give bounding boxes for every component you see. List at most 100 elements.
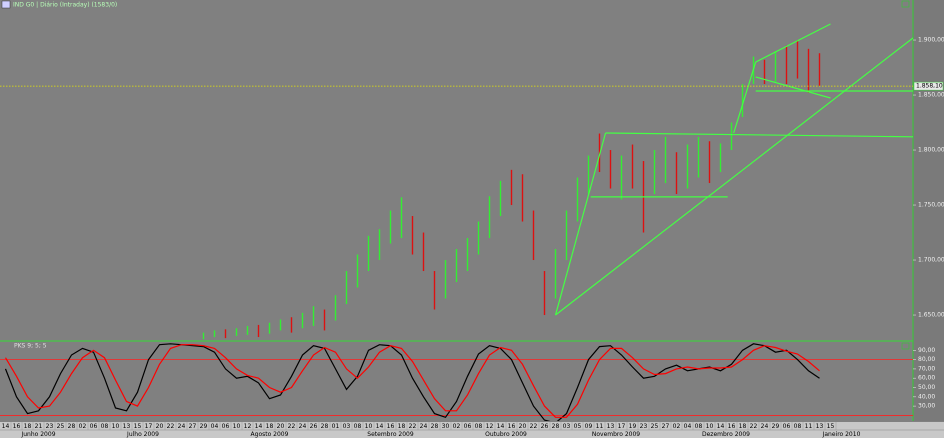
month-label: Agosto 2009 — [251, 431, 289, 438]
x-tick-label: 11 — [596, 423, 604, 430]
month-label: Novembro 2009 — [592, 431, 640, 438]
indicator-panel — [0, 343, 913, 421]
x-tick-label: 25 — [651, 423, 659, 430]
x-tick-label: 01 — [332, 423, 340, 430]
y-tick-label: 80,00 — [918, 356, 935, 363]
x-tick-label: 19 — [629, 423, 637, 430]
x-tick-label: 08 — [475, 423, 483, 430]
month-label: Janeiro 2010 — [822, 431, 861, 438]
window-icon[interactable] — [1, 0, 11, 9]
x-tick-label: 26 — [541, 423, 549, 430]
x-tick-label: 16 — [13, 423, 21, 430]
x-tick-label: 17 — [618, 423, 626, 430]
x-tick-label: 06 — [90, 423, 98, 430]
x-tick-label: 22 — [288, 423, 296, 430]
x-tick-label: 26 — [310, 423, 318, 430]
x-tick-label: 27 — [662, 423, 670, 430]
x-tick-label: 10 — [706, 423, 714, 430]
x-tick-label: 28 — [321, 423, 329, 430]
x-tick-label: 14 — [717, 423, 725, 430]
indicator-line — [4, 343, 820, 421]
x-tick-label: 04 — [211, 423, 219, 430]
x-tick-label: 18 — [739, 423, 747, 430]
x-tick-label: 06 — [464, 423, 472, 430]
x-tick-label: 22 — [409, 423, 417, 430]
month-label: Dezembro 2009 — [702, 431, 750, 438]
x-tick-label: 12 — [244, 423, 252, 430]
x-tick-label: 13 — [816, 423, 824, 430]
x-tick-label: 10 — [365, 423, 373, 430]
x-tick-label: 17 — [145, 423, 153, 430]
x-tick-label: 20 — [519, 423, 527, 430]
x-tick-label: 18 — [266, 423, 274, 430]
x-tick-label: 15 — [827, 423, 835, 430]
indicator-line — [4, 344, 820, 418]
month-label: Julho 2009 — [126, 431, 159, 438]
x-tick-label: 22 — [167, 423, 175, 430]
trendline — [605, 132, 913, 138]
x-tick-label: 08 — [794, 423, 802, 430]
x-tick-label: 15 — [134, 423, 142, 430]
x-tick-label: 24 — [178, 423, 186, 430]
x-tick-label: 02 — [79, 423, 87, 430]
y-tick-label: 1.700,00 — [918, 257, 944, 264]
y-tick-label: 1.750,00 — [918, 202, 944, 209]
month-label: Outubro 2009 — [485, 431, 527, 438]
x-tick-label: 29 — [772, 423, 780, 430]
panel-button[interactable] — [901, 342, 910, 350]
axes: 1.650,00 1.700,00 1.750,00 1.800,00 1.850,00… — [2, 37, 944, 438]
last-price-label: 1.858,10 — [916, 83, 943, 90]
y-tick-label: 1.900,00 — [918, 37, 944, 44]
x-tick-label: 13 — [123, 423, 131, 430]
x-tick-label: 28 — [68, 423, 76, 430]
y-tick-label: 1.800,00 — [918, 147, 944, 154]
x-tick-label: 25 — [57, 423, 65, 430]
x-tick-label: 21 — [35, 423, 43, 430]
x-tick-label: 06 — [783, 423, 791, 430]
x-tick-label: 16 — [508, 423, 516, 430]
x-tick-label: 24 — [420, 423, 428, 430]
x-tick-label: 14 — [2, 423, 10, 430]
x-tick-label: 28 — [552, 423, 560, 430]
y-tick-label: 1.650,00 — [918, 312, 944, 319]
trendline — [755, 76, 831, 99]
indicator-title: PKS 9; 5; 5 — [14, 343, 47, 350]
panel-button[interactable] — [901, 0, 910, 8]
x-tick-label: 22 — [530, 423, 538, 430]
x-tick-label: 30 — [442, 423, 450, 430]
x-tick-label: 18 — [24, 423, 32, 430]
x-tick-label: 14 — [255, 423, 263, 430]
trendline — [555, 37, 913, 316]
x-tick-label: 29 — [200, 423, 208, 430]
x-tick-label: 18 — [398, 423, 406, 430]
y-tick-label: 1.850,00 — [918, 92, 944, 99]
y-tick-label: 50,00 — [918, 384, 935, 391]
x-tick-label: 20 — [156, 423, 164, 430]
trendline — [733, 61, 757, 134]
x-tick-label: 24 — [761, 423, 769, 430]
month-label: Setembro 2009 — [367, 431, 414, 438]
x-tick-label: 03 — [563, 423, 571, 430]
x-tick-label: 14 — [497, 423, 505, 430]
x-tick-label: 11 — [805, 423, 813, 430]
month-label: Junho 2009 — [20, 431, 55, 438]
x-tick-label: 23 — [640, 423, 648, 430]
y-tick-label: 30,00 — [918, 403, 935, 410]
x-tick-label: 03 — [343, 423, 351, 430]
x-tick-label: 09 — [585, 423, 593, 430]
price-axis-area — [913, 0, 944, 421]
trendline — [755, 23, 831, 63]
x-tick-label: 22 — [750, 423, 758, 430]
last-price-box — [913, 81, 944, 91]
x-tick-label: 06 — [222, 423, 230, 430]
x-tick-label: 02 — [673, 423, 681, 430]
x-tick-label: 14 — [376, 423, 384, 430]
x-tick-label: 05 — [574, 423, 582, 430]
x-tick-label: 08 — [695, 423, 703, 430]
x-tick-label: 10 — [112, 423, 120, 430]
chart-title: IND G0 | Diário (Intraday) (1583/0) — [13, 2, 117, 9]
price-panel — [0, 23, 913, 340]
